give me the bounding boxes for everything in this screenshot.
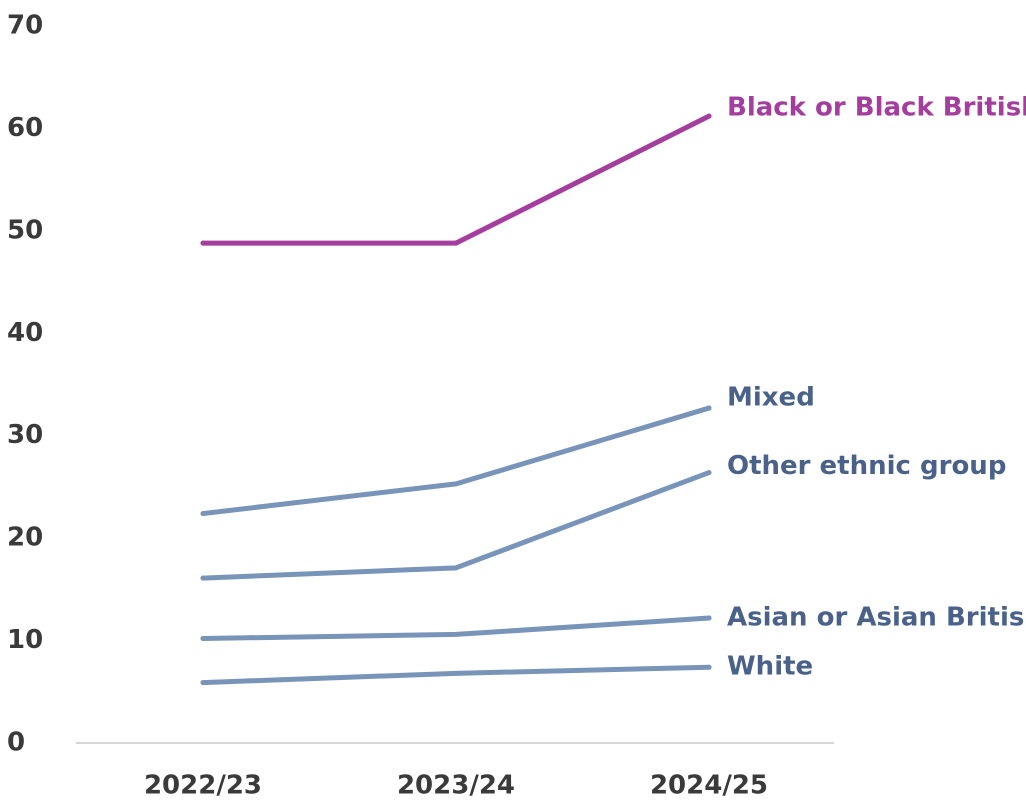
data-point-mixed — [453, 481, 459, 487]
data-point-white — [706, 664, 712, 670]
series-line-mixed — [200, 405, 712, 517]
y-tick-label: 50 — [7, 215, 43, 245]
series-line-other-ethnic-group — [200, 470, 712, 581]
data-point-mixed — [706, 405, 712, 411]
series-label-mixed: Mixed — [727, 383, 815, 413]
x-tick-label: 2022/23 — [144, 771, 262, 801]
series-label-asian-or-asian-british: Asian or Asian British — [727, 603, 1026, 633]
data-point-asian-or-asian-british — [200, 636, 206, 642]
x-tick-label: 2024/25 — [650, 771, 768, 801]
y-tick-label: 30 — [7, 420, 43, 450]
y-tick-label: 70 — [7, 11, 43, 41]
data-point-other-ethnic-group — [200, 575, 206, 581]
series-labels: Black or Black British Mixed Other ethnic … — [727, 93, 1026, 682]
series-line-black-or-black-british — [200, 113, 712, 246]
data-point-asian-or-asian-british — [706, 615, 712, 621]
x-tick-label: 2023/24 — [397, 771, 515, 801]
series-label-white: White — [727, 652, 813, 682]
data-point-asian-or-asian-british — [453, 631, 459, 637]
y-tick-label: 0 — [7, 728, 25, 758]
data-point-black-or-black-british — [453, 240, 459, 246]
data-point-black-or-black-british — [200, 240, 206, 246]
data-point-white — [453, 670, 459, 676]
series-lines — [200, 113, 712, 686]
series-label-other-ethnic-group: Other ethnic group — [727, 451, 1006, 481]
data-point-other-ethnic-group — [453, 565, 459, 571]
y-axis-ticks: 0 10 20 30 40 50 60 70 — [7, 11, 43, 758]
x-axis-ticks: 2022/23 2023/24 2024/25 — [144, 771, 768, 801]
data-point-white — [200, 680, 206, 686]
y-tick-label: 20 — [7, 523, 43, 553]
y-tick-label: 60 — [7, 113, 43, 143]
data-point-mixed — [200, 511, 206, 517]
data-point-other-ethnic-group — [706, 470, 712, 476]
y-tick-label: 10 — [7, 625, 43, 655]
series-label-black-or-black-british: Black or Black British — [727, 93, 1026, 123]
y-tick-label: 40 — [7, 318, 43, 348]
data-point-black-or-black-british — [706, 113, 712, 119]
